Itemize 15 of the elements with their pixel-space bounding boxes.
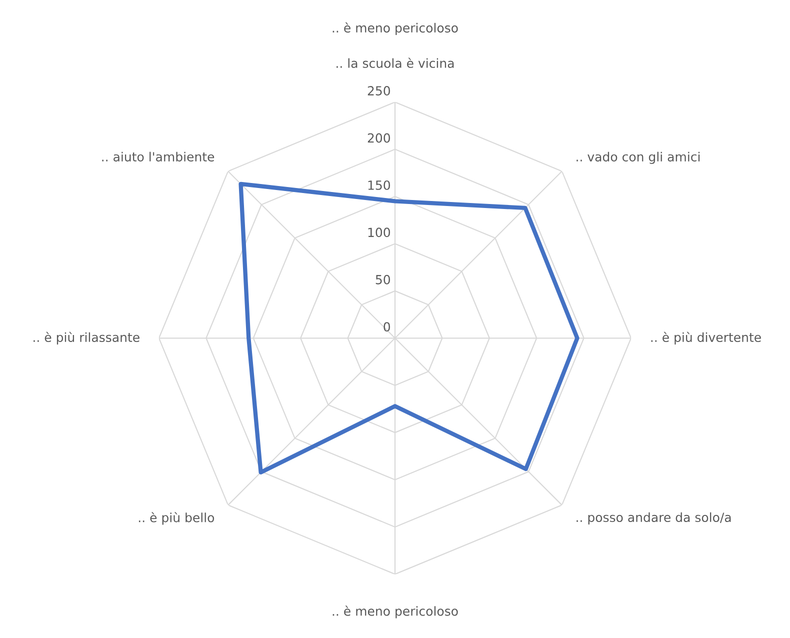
y-tick-label: 200 (368, 133, 390, 143)
spoke-label: .. aiuto l'ambiente (102, 152, 214, 162)
y-tick-label: 0 (384, 322, 390, 332)
spoke-label: .. è più divertente (651, 332, 761, 344)
y-tick-label: 150 (368, 180, 390, 190)
spoke-label: .. posso andare da solo/a (576, 512, 731, 524)
spoke-label: .. è più rilassante (34, 332, 140, 344)
spoke-label: .. è meno pericoloso (332, 606, 458, 618)
spoke-label: .. la scuola è vicina (336, 58, 454, 68)
spoke-label: .. vado con gli amici (576, 152, 700, 164)
y-tick-label: 100 (368, 228, 390, 238)
chart-title: .. è meno pericoloso (332, 22, 458, 36)
y-tick-label: 50 (376, 274, 390, 284)
spoke-label: .. è più bello (138, 512, 214, 525)
y-tick-label: 250 (368, 86, 390, 96)
